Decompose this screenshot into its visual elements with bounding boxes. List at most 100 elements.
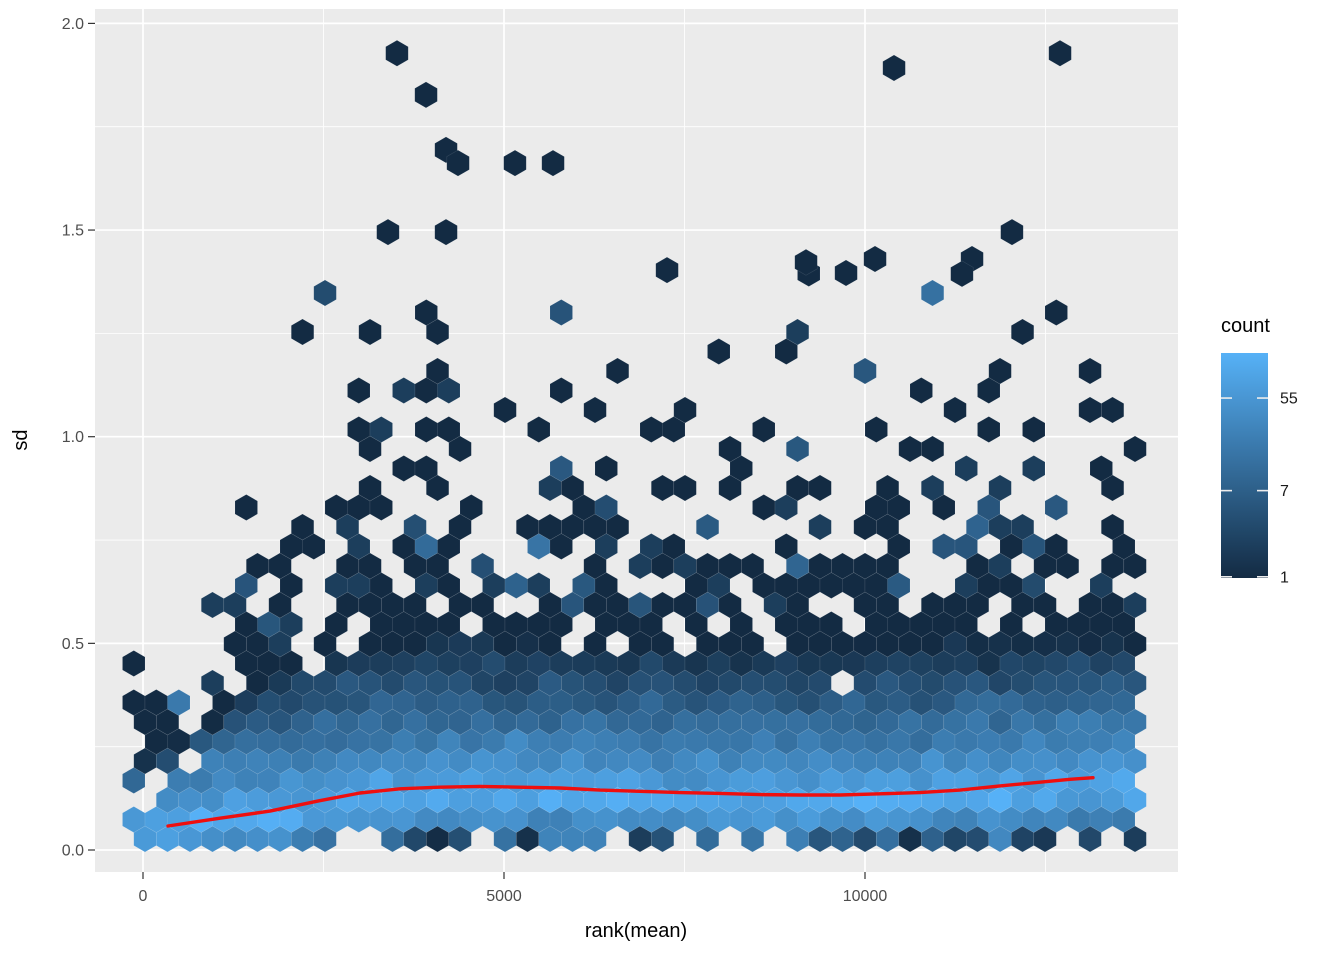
hex-bin <box>673 396 697 424</box>
legend-tick-marks <box>1221 397 1268 578</box>
legend-title: count <box>1221 315 1270 337</box>
hex-bin <box>549 377 573 404</box>
hex-bin <box>493 396 517 424</box>
hex-bin <box>385 39 409 67</box>
legend-break-labels: 55 7 1 <box>1280 391 1298 587</box>
legend-break-label: 7 <box>1280 483 1289 500</box>
hex-bin <box>414 299 438 326</box>
hex-bin <box>290 513 315 541</box>
y-tick-label: 0.5 <box>62 636 84 653</box>
hex-bin <box>167 689 191 716</box>
hex-bin <box>414 455 438 482</box>
y-axis-title: sd <box>10 429 32 450</box>
hex-bin <box>655 256 679 284</box>
x-tick-label: 5000 <box>486 888 522 905</box>
hex-bin <box>1044 299 1068 326</box>
hex-bin <box>376 218 400 246</box>
y-tick-label: 1.5 <box>62 223 84 240</box>
hex-bin <box>718 435 742 463</box>
hex-bin <box>527 416 551 443</box>
hex-bin <box>1123 435 1147 463</box>
hex-bin <box>794 248 818 276</box>
hex-bin <box>594 455 618 482</box>
hex-bin <box>875 474 900 502</box>
hex-bin <box>470 552 495 580</box>
hex-bin <box>122 650 146 677</box>
axis-tick-marks <box>88 22 866 879</box>
hex-bin <box>853 357 877 385</box>
hex-bin <box>414 81 438 109</box>
hex-bin <box>1044 533 1068 560</box>
x-tick-label: 0 <box>139 888 148 905</box>
hex-bin <box>1048 39 1072 67</box>
hex-bin <box>1123 591 1147 619</box>
legend-colorbar <box>1221 353 1268 578</box>
hex-bin <box>459 494 483 521</box>
hex-bin <box>1022 416 1046 443</box>
hex-bin <box>920 435 945 463</box>
hex-bin <box>1101 513 1125 541</box>
hex-bin <box>527 572 551 599</box>
hex-bin <box>950 260 974 288</box>
hex-bin <box>1089 455 1113 482</box>
hex-bin <box>662 533 686 560</box>
x-tick-label: 10000 <box>843 888 888 905</box>
hex-bin <box>943 396 967 424</box>
hex-bin <box>808 513 832 541</box>
hex-bin <box>988 357 1012 385</box>
axis-tick-labels: 0 5000 10000 0.0 0.5 1.0 1.5 2.0 <box>62 16 888 905</box>
hex-bin <box>707 338 731 365</box>
hex-bin <box>954 455 978 482</box>
hex-bin <box>201 669 225 697</box>
hex-bin <box>785 435 810 463</box>
hex-bin <box>583 396 607 424</box>
hex-bin <box>673 474 697 502</box>
hex-bin <box>549 455 573 482</box>
hex-bin <box>752 416 776 443</box>
hex-bin <box>863 245 887 273</box>
hex-bin <box>988 474 1012 502</box>
hex-bin <box>347 377 371 404</box>
hex-bin <box>1078 357 1102 385</box>
y-tick-label: 1.0 <box>62 429 84 446</box>
hex-bin <box>425 357 450 385</box>
hex-bin <box>594 494 618 521</box>
hex-bin <box>369 416 393 443</box>
hex-bin <box>785 318 810 346</box>
legend-count: count 55 7 1 <box>1221 315 1298 586</box>
hex-bin <box>446 149 470 177</box>
hex-bin <box>909 377 933 404</box>
hex-bin <box>1044 494 1068 521</box>
hex-bin <box>403 513 427 541</box>
legend-break-label: 1 <box>1280 569 1289 586</box>
y-tick-label: 2.0 <box>62 16 84 33</box>
y-tick-label: 0.0 <box>62 843 84 860</box>
hex-bin <box>290 318 315 346</box>
loess-smooth-line <box>166 776 1095 828</box>
hex-bin <box>882 54 906 82</box>
hex-bin <box>808 474 832 502</box>
hex-bin <box>358 318 382 346</box>
hex-bin <box>437 416 461 443</box>
legend-break-label: 55 <box>1280 391 1298 408</box>
x-axis-title: rank(mean) <box>585 920 687 942</box>
hex-bin <box>740 552 765 580</box>
hex-bin <box>864 416 888 443</box>
hex-bin <box>503 149 527 177</box>
hex-bin <box>1000 218 1024 246</box>
hex-bin <box>774 533 798 560</box>
hex-bin <box>1101 396 1125 424</box>
hex-bin <box>541 149 565 177</box>
hex-bin <box>834 259 858 287</box>
hex-bin <box>819 611 843 638</box>
hex-bin <box>920 279 945 307</box>
hex-bin <box>1010 513 1035 541</box>
hex-bin <box>234 494 258 521</box>
hex-bin <box>434 218 458 246</box>
hex-bin <box>313 279 337 307</box>
hex-bin <box>920 474 945 502</box>
hex-bin <box>695 513 720 541</box>
hex-bin <box>1022 455 1046 482</box>
